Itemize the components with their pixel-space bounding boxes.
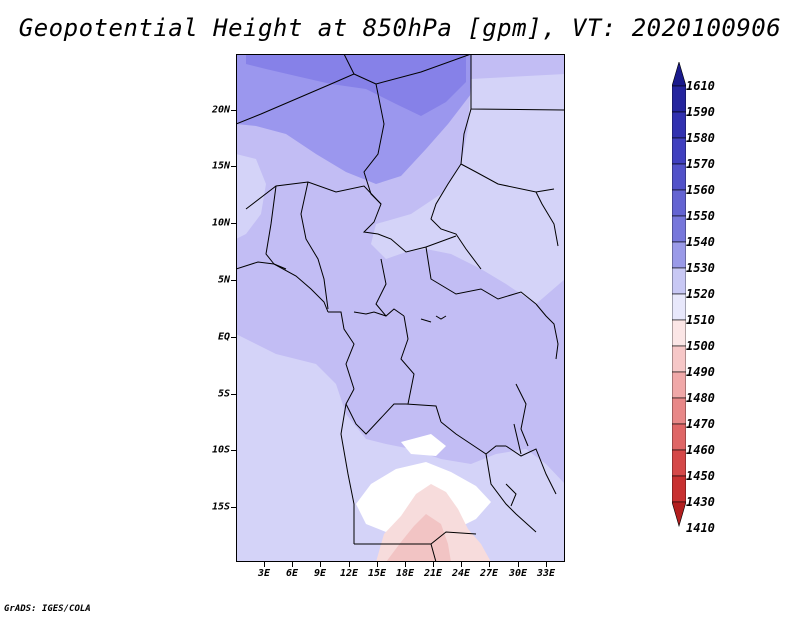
colorbar-label: 1520 — [686, 287, 715, 301]
colorbar-swatch — [671, 189, 687, 217]
colorbar-label: 1510 — [686, 313, 715, 327]
longitude-tick — [320, 562, 321, 567]
colorbar-swatch — [671, 449, 687, 477]
longitude-label: 9E — [313, 568, 327, 579]
colorbar-swatch — [671, 345, 687, 373]
longitude-label: 15E — [367, 568, 387, 579]
colorbar-swatch — [671, 241, 687, 269]
colorbar-swatch — [671, 215, 687, 243]
longitude-tick — [461, 562, 462, 567]
colorbar-label: 1450 — [686, 469, 715, 483]
colorbar-label: 1480 — [686, 391, 715, 405]
grads-credit: GrADS: IGES/COLA — [4, 604, 91, 614]
longitude-tick — [518, 562, 519, 567]
longitude-label: 3E — [257, 568, 271, 579]
latitude-tick — [231, 166, 236, 167]
latitude-label: 5N — [217, 274, 230, 286]
colorbar-top-arrow — [671, 60, 687, 87]
colorbar — [671, 60, 687, 560]
map-panel[interactable] — [236, 54, 565, 562]
latitude-tick — [231, 110, 236, 111]
low-height-region-northwest — [236, 154, 266, 239]
colorbar-label: 1610 — [686, 79, 715, 93]
colorbar-label: 1550 — [686, 209, 715, 223]
longitude-tick — [433, 562, 434, 567]
latitude-tick — [231, 280, 236, 281]
latitude-label: 10N — [211, 217, 230, 229]
colorbar-bottom-arrow — [671, 501, 687, 528]
latitude-label: 20N — [211, 104, 230, 116]
colorbar-label: 1410 — [686, 521, 715, 535]
latitude-label: 10S — [211, 444, 230, 456]
longitude-label: 27E — [479, 568, 499, 579]
map-title: Geopotential Height at 850hPa [gpm], VT:… — [18, 14, 782, 42]
country-borders — [236, 54, 565, 562]
longitude-tick — [264, 562, 265, 567]
longitude-tick — [377, 562, 378, 567]
highest-height-region — [246, 54, 466, 116]
longitude-label: 12E — [339, 568, 359, 579]
colorbar-swatch — [671, 371, 687, 399]
latitude-tick — [231, 223, 236, 224]
colorbar-label: 1540 — [686, 235, 715, 249]
longitude-label: 30E — [508, 568, 528, 579]
low-height-region-east — [371, 74, 565, 304]
longitude-label: 24E — [451, 568, 471, 579]
colorbar-label: 1530 — [686, 261, 715, 275]
longitude-tick — [489, 562, 490, 567]
colorbar-label: 1460 — [686, 443, 715, 457]
colorbar-label: 1590 — [686, 105, 715, 119]
longitude-tick — [546, 562, 547, 567]
colorbar-label: 1500 — [686, 339, 715, 353]
longitude-label: 6E — [285, 568, 299, 579]
longitude-label: 21E — [423, 568, 443, 579]
latitude-tick — [231, 394, 236, 395]
longitude-label: 33E — [536, 568, 556, 579]
colorbar-swatch — [671, 111, 687, 139]
height-field — [236, 54, 565, 562]
colorbar-label: 1570 — [686, 157, 715, 171]
latitude-label: 5S — [217, 388, 230, 400]
colorbar-swatch — [671, 475, 687, 503]
colorbar-swatch — [671, 319, 687, 347]
colorbar-swatch — [671, 163, 687, 191]
lowest-1500-region — [386, 514, 451, 562]
colorbar-swatch — [671, 85, 687, 113]
colorbar-swatch — [671, 267, 687, 295]
longitude-tick — [405, 562, 406, 567]
colorbar-label: 1580 — [686, 131, 715, 145]
latitude-label: EQ — [217, 331, 230, 343]
colorbar-swatch — [671, 397, 687, 425]
colorbar-swatch — [671, 293, 687, 321]
near-1520-region-center — [401, 434, 446, 456]
latitude-label: 15S — [211, 501, 230, 513]
colorbar-swatches — [671, 60, 687, 528]
longitude-label: 18E — [395, 568, 415, 579]
latitude-tick — [231, 337, 236, 338]
latitude-label: 15N — [211, 160, 230, 172]
longitude-tick — [292, 562, 293, 567]
latitude-tick — [231, 450, 236, 451]
latitude-tick — [231, 507, 236, 508]
colorbar-swatch — [671, 423, 687, 451]
colorbar-label: 1470 — [686, 417, 715, 431]
colorbar-label: 1490 — [686, 365, 715, 379]
colorbar-label: 1560 — [686, 183, 715, 197]
colorbar-swatch — [671, 137, 687, 165]
colorbar-label: 1430 — [686, 495, 715, 509]
longitude-tick — [349, 562, 350, 567]
